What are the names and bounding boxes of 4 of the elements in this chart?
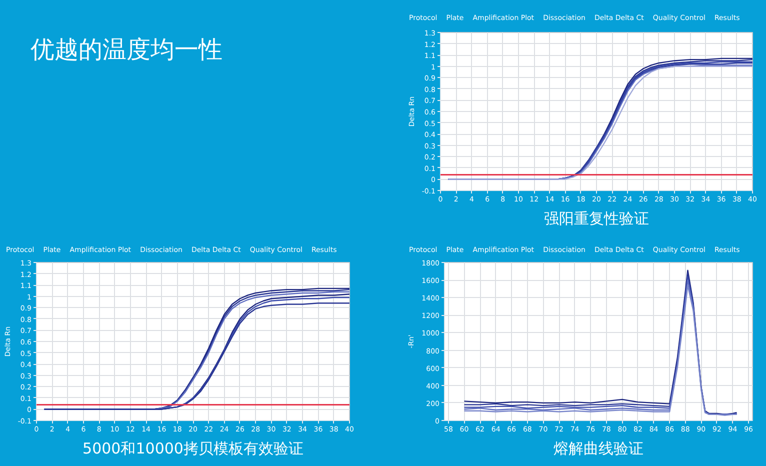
text: 强阳重复性验证 [544, 210, 649, 228]
text: 熔解曲线验证 [554, 440, 644, 458]
text: 优越的温度均一性 [30, 36, 222, 64]
text: 5000和10000拷贝模板有效验证 [82, 440, 304, 458]
